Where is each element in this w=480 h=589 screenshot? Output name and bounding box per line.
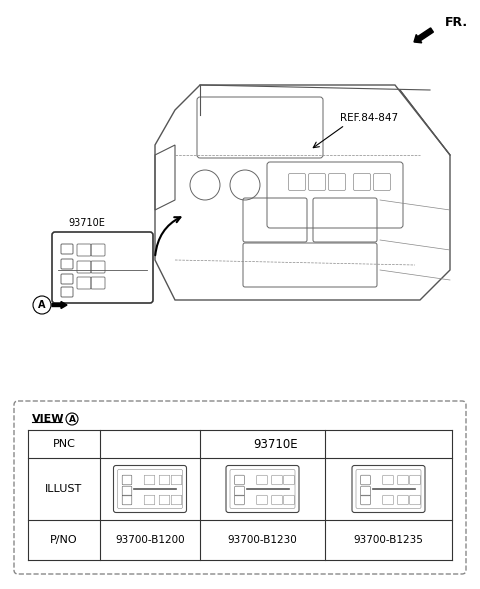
Text: ILLUST: ILLUST: [46, 484, 83, 494]
Text: VIEW: VIEW: [32, 414, 64, 424]
Text: REF.84-847: REF.84-847: [340, 113, 398, 123]
Text: FR.: FR.: [445, 15, 468, 28]
Text: 93710E: 93710E: [68, 218, 105, 228]
Text: 93700-B1230: 93700-B1230: [228, 535, 298, 545]
Text: A: A: [69, 415, 75, 423]
Text: PNC: PNC: [53, 439, 75, 449]
Text: A: A: [38, 300, 46, 310]
Text: P/NO: P/NO: [50, 535, 78, 545]
FancyArrow shape: [414, 28, 433, 43]
Text: 93700-B1200: 93700-B1200: [115, 535, 185, 545]
Text: 93710E: 93710E: [254, 438, 298, 451]
FancyArrow shape: [52, 302, 67, 309]
Text: 93700-B1235: 93700-B1235: [354, 535, 423, 545]
